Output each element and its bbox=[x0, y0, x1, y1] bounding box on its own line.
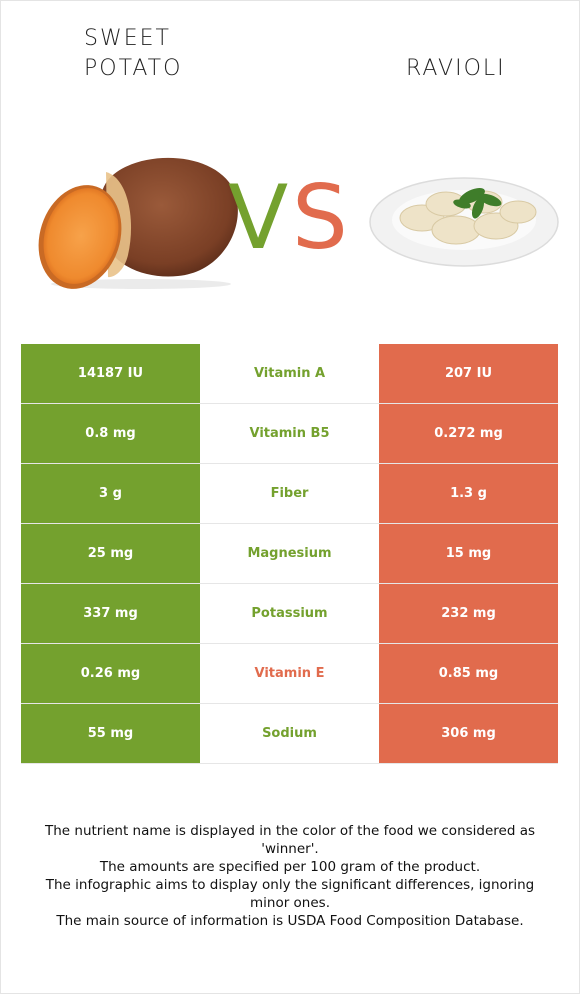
nutrient-name: Vitamin B5 bbox=[200, 403, 379, 464]
right-food-title: RAVIOLI bbox=[406, 56, 506, 81]
left-food-value: 55 mg bbox=[21, 703, 200, 764]
footer-note-scope: The infographic aims to display only the… bbox=[45, 877, 535, 911]
nutrient-name: Vitamin A bbox=[200, 344, 379, 404]
footer-note-amounts: The amounts are specified per 100 gram o… bbox=[99, 859, 481, 875]
nutrient-name: Fiber bbox=[200, 463, 379, 524]
footer-notes: The nutrient name is displayed in the co… bbox=[24, 822, 556, 930]
right-food-value: 15 mg bbox=[379, 523, 558, 584]
left-food-value: 337 mg bbox=[21, 583, 200, 644]
table-row: 0.8 mg Vitamin B5 0.272 mg bbox=[21, 403, 558, 464]
nutrient-name: Vitamin E bbox=[200, 643, 379, 704]
nutrient-name: Potassium bbox=[200, 583, 379, 644]
sweet-potato-image bbox=[38, 157, 238, 289]
left-food-value: 0.8 mg bbox=[21, 403, 200, 464]
left-food-value: 3 g bbox=[21, 463, 200, 524]
nutrient-name: Sodium bbox=[200, 703, 379, 764]
right-food-value: 232 mg bbox=[379, 583, 558, 644]
vs-letter-v: V bbox=[228, 170, 288, 260]
footer-note-winner: The nutrient name is displayed in the co… bbox=[44, 823, 536, 857]
table-row: 3 g Fiber 1.3 g bbox=[21, 463, 558, 524]
right-food-value: 207 IU bbox=[379, 344, 558, 404]
left-food-value: 14187 IU bbox=[21, 344, 200, 404]
right-food-value: 306 mg bbox=[379, 703, 558, 764]
nutrient-name: Magnesium bbox=[200, 523, 379, 584]
left-food-title: SWEET POTATO bbox=[84, 26, 183, 81]
table-row: 337 mg Potassium 232 mg bbox=[21, 583, 558, 644]
right-food-value: 0.85 mg bbox=[379, 643, 558, 704]
right-food-value: 0.272 mg bbox=[379, 403, 558, 464]
left-food-value: 25 mg bbox=[21, 523, 200, 584]
vs-letter-s: S bbox=[292, 170, 348, 260]
footer-note-source: The main source of information is USDA F… bbox=[56, 913, 524, 929]
table-row: 14187 IU Vitamin A 207 IU bbox=[21, 344, 558, 404]
vs-label: V S bbox=[228, 170, 348, 260]
ravioli-plate-image bbox=[369, 177, 559, 267]
nutrient-comparison-table: 14187 IU Vitamin A 207 IU 0.8 mg Vitamin B5 0… bbox=[21, 344, 558, 764]
table-row: 0.26 mg Vitamin E 0.85 mg bbox=[21, 643, 558, 704]
left-food-value: 0.26 mg bbox=[21, 643, 200, 704]
right-food-value: 1.3 g bbox=[379, 463, 558, 524]
table-row: 25 mg Magnesium 15 mg bbox=[21, 523, 558, 584]
table-row: 55 mg Sodium 306 mg bbox=[21, 703, 558, 764]
